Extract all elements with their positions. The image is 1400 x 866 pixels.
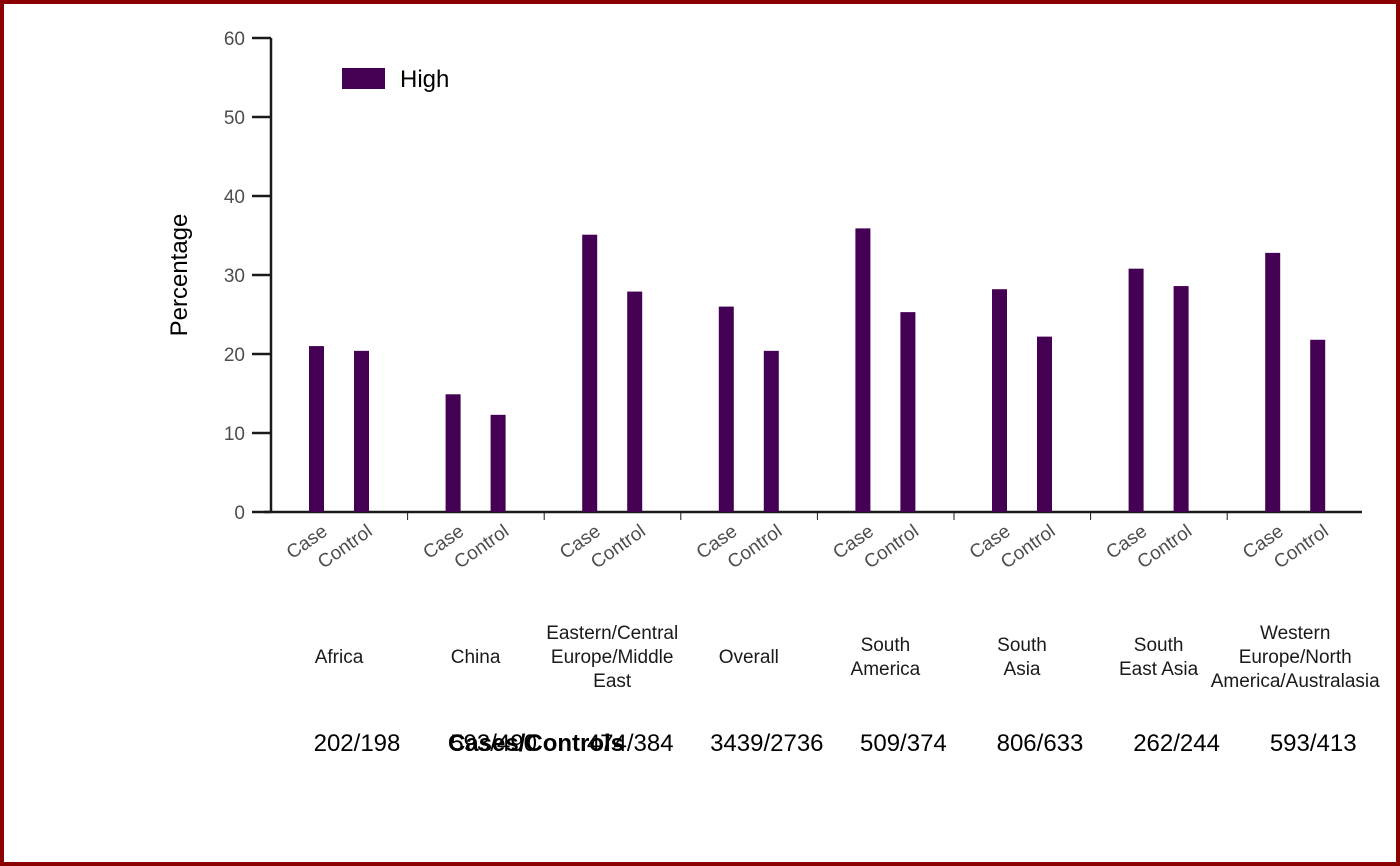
axes bbox=[264, 38, 1362, 514]
bar-control bbox=[1173, 286, 1189, 512]
count-labels: 202/198 593/490 474/384 3439/2736 509/374 806… bbox=[314, 730, 1357, 757]
region-label: Africa bbox=[315, 647, 364, 668]
count-label: 509/374 bbox=[860, 730, 947, 757]
bar-case bbox=[445, 394, 461, 512]
bar-case bbox=[582, 234, 598, 512]
bar-control bbox=[627, 291, 643, 512]
y-tick-label: 20 bbox=[224, 345, 245, 366]
count-label: 3439/2736 bbox=[710, 730, 823, 757]
bar-control bbox=[1037, 336, 1052, 512]
region-label-line: Europe/North bbox=[1239, 647, 1352, 668]
bar-case bbox=[309, 346, 324, 512]
region-label-line: Western bbox=[1260, 623, 1330, 644]
bar-control bbox=[900, 312, 916, 512]
bar-case bbox=[1265, 252, 1281, 512]
region-label-line: America bbox=[851, 659, 921, 680]
bar-control bbox=[763, 350, 779, 512]
region-label: Eastern/Central Europe/Middle East bbox=[546, 623, 678, 692]
count-label: 806/633 bbox=[997, 730, 1084, 757]
region-label-line: Africa bbox=[315, 647, 364, 668]
y-tick-label: 30 bbox=[224, 266, 245, 287]
y-tick-label: 0 bbox=[234, 503, 245, 524]
region-label-line: East bbox=[593, 671, 632, 692]
region-label: Overall bbox=[719, 647, 779, 668]
bar-control bbox=[354, 350, 369, 512]
bar-case bbox=[1128, 268, 1144, 512]
region-label: China bbox=[451, 647, 501, 668]
region-label: Western Europe/North America/Australasia bbox=[1211, 623, 1380, 692]
legend-label-high: High bbox=[400, 66, 449, 93]
region-label-line: Asia bbox=[1004, 659, 1041, 680]
region-label: South Asia bbox=[997, 635, 1047, 680]
region-label: South East Asia bbox=[1119, 635, 1199, 680]
y-tick-label: 60 bbox=[224, 29, 245, 50]
legend-swatch-high bbox=[342, 68, 385, 89]
region-label: South America bbox=[851, 635, 921, 680]
bar-control bbox=[490, 414, 506, 512]
group-separators bbox=[407, 512, 1228, 520]
region-label-line: South bbox=[997, 635, 1047, 656]
bars bbox=[309, 228, 1326, 512]
region-label-line: South bbox=[861, 635, 911, 656]
count-label: 262/244 bbox=[1133, 730, 1220, 757]
region-label-line: South bbox=[1134, 635, 1184, 656]
bar-case bbox=[855, 228, 871, 512]
y-tick-label: 50 bbox=[224, 108, 245, 129]
region-label-line: East Asia bbox=[1119, 659, 1199, 680]
region-label-line: China bbox=[451, 647, 501, 668]
bar-case bbox=[718, 306, 734, 512]
counts-axis-label: Cases/Controls bbox=[448, 730, 624, 757]
count-label: 593/413 bbox=[1270, 730, 1357, 757]
y-tick-label: 40 bbox=[224, 187, 245, 208]
y-ticks: 0 10 20 30 40 50 60 bbox=[224, 29, 271, 524]
bar-case bbox=[992, 289, 1007, 512]
count-label: 474/384 bbox=[587, 730, 674, 757]
count-label: 593/490 bbox=[450, 730, 537, 757]
legend: High bbox=[342, 66, 449, 93]
count-label: 202/198 bbox=[314, 730, 401, 757]
region-label-line: Overall bbox=[719, 647, 779, 668]
y-axis-label: Percentage bbox=[166, 214, 193, 337]
region-label-line: America/Australasia bbox=[1211, 671, 1380, 692]
y-tick-label: 10 bbox=[224, 424, 245, 445]
region-label-line: Europe/Middle bbox=[551, 647, 674, 668]
region-label-line: Eastern/Central bbox=[546, 623, 678, 644]
bar-control bbox=[1310, 339, 1326, 512]
